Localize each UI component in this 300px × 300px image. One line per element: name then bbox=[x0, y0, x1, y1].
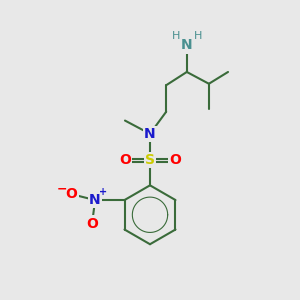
Text: H: H bbox=[194, 31, 202, 41]
Text: N: N bbox=[89, 193, 101, 207]
Text: N: N bbox=[144, 127, 156, 141]
Text: H: H bbox=[171, 31, 180, 41]
Text: O: O bbox=[86, 217, 98, 231]
Text: +: + bbox=[99, 187, 107, 197]
Text: −: − bbox=[57, 182, 67, 195]
Text: O: O bbox=[169, 153, 181, 167]
Text: O: O bbox=[119, 153, 131, 167]
Text: S: S bbox=[145, 153, 155, 167]
Text: O: O bbox=[66, 187, 77, 201]
Text: N: N bbox=[181, 38, 193, 52]
